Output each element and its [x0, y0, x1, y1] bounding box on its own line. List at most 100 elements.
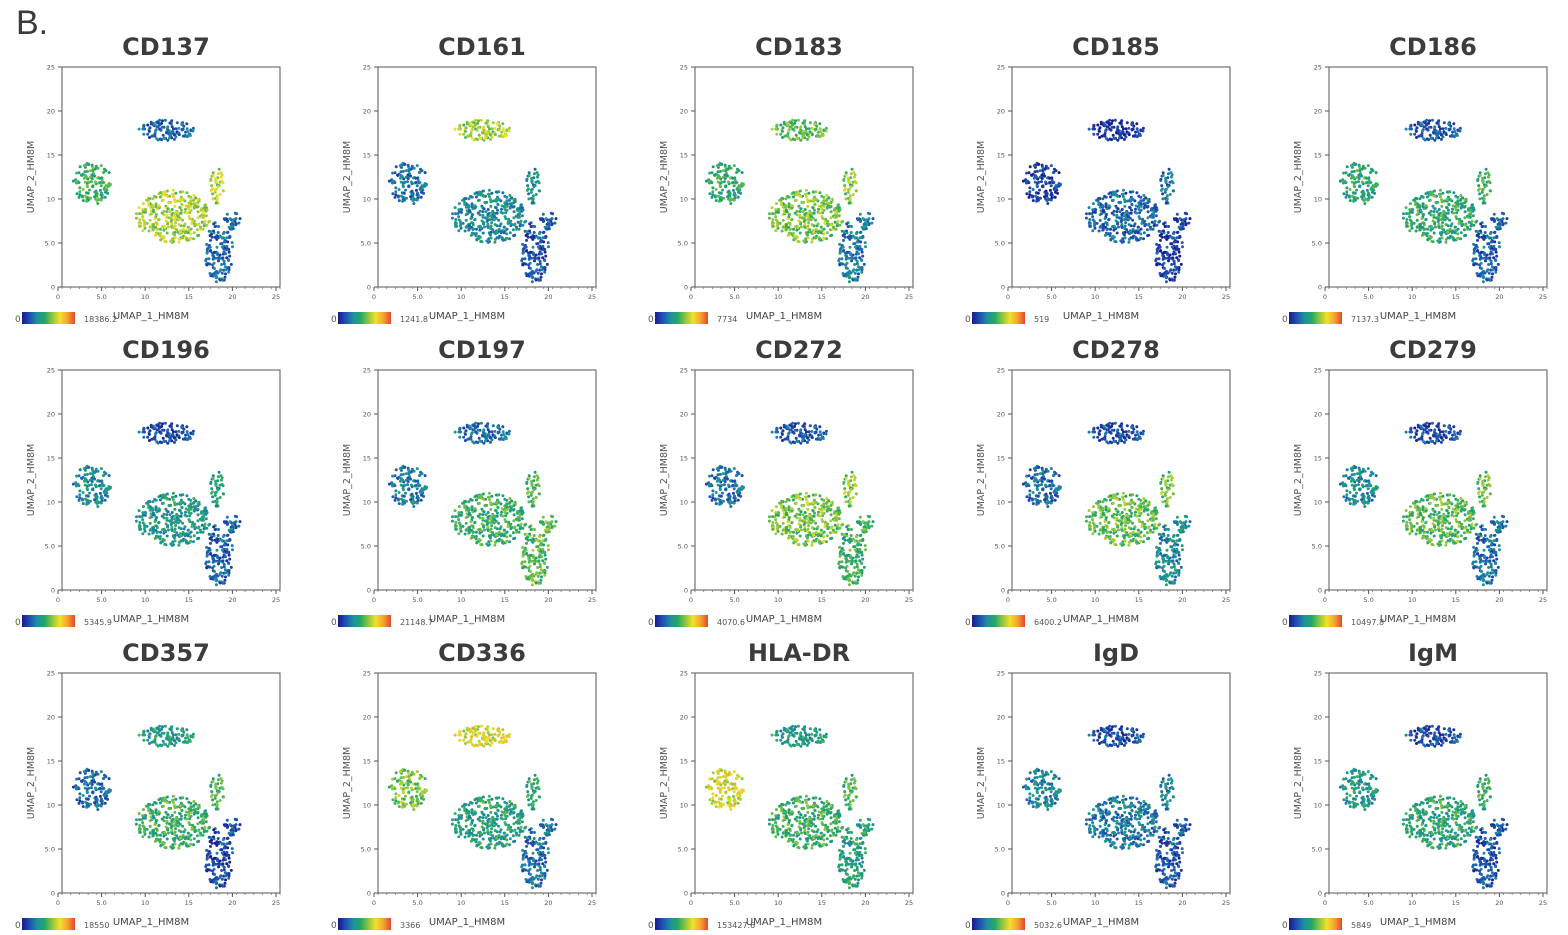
- data-point: [1479, 222, 1483, 226]
- data-point: [1478, 171, 1482, 175]
- data-point: [153, 520, 157, 524]
- data-point: [818, 211, 822, 215]
- data-point: [205, 511, 209, 515]
- data-point: [1028, 190, 1032, 194]
- data-point: [107, 474, 111, 478]
- data-point: [147, 201, 151, 204]
- data-point: [186, 225, 190, 229]
- data-point: [474, 118, 478, 122]
- data-point: [230, 222, 234, 226]
- data-point: [141, 430, 145, 434]
- data-point: [493, 133, 497, 137]
- data-point: [794, 190, 798, 194]
- data-point: [137, 127, 141, 131]
- data-point: [215, 197, 219, 201]
- data-point: [1480, 267, 1483, 270]
- data-point: [848, 194, 852, 198]
- data-point: [226, 522, 230, 526]
- data-point: [525, 249, 529, 252]
- data-point: [846, 225, 850, 229]
- data-point: [451, 212, 454, 216]
- data-point: [824, 126, 828, 130]
- data-point: [1425, 234, 1429, 238]
- data-point: [1443, 218, 1447, 222]
- data-point: [173, 517, 177, 521]
- data-point: [795, 136, 799, 140]
- data-point: [1405, 218, 1409, 221]
- data-point: [817, 207, 820, 211]
- data-point: [170, 192, 174, 196]
- data-point: [218, 193, 222, 196]
- data-point: [484, 121, 488, 125]
- data-point: [1440, 198, 1443, 202]
- data-point: [1141, 129, 1145, 133]
- data-point: [523, 262, 526, 266]
- data-point: [202, 515, 205, 518]
- data-point: [1108, 234, 1112, 238]
- data-point: [1493, 219, 1497, 223]
- data-point: [1139, 227, 1143, 231]
- data-point: [1419, 134, 1423, 138]
- data-point: [95, 191, 99, 195]
- data-point: [1483, 234, 1487, 238]
- data-point: [1123, 204, 1127, 208]
- data-point: [216, 534, 220, 537]
- data-point: [228, 530, 232, 534]
- data-point: [1352, 199, 1356, 203]
- data-point: [146, 426, 150, 430]
- data-point: [209, 552, 213, 555]
- data-point: [216, 172, 220, 176]
- data-point: [187, 436, 190, 440]
- y-tick-label: 5.0: [1312, 240, 1322, 248]
- data-point: [814, 227, 818, 231]
- data-point: [839, 247, 843, 251]
- data-point: [708, 192, 712, 196]
- data-point: [80, 173, 83, 177]
- data-point: [1127, 215, 1130, 218]
- data-point: [838, 223, 842, 227]
- data-point: [1166, 231, 1170, 234]
- data-point: [204, 506, 207, 510]
- data-point: [71, 482, 75, 486]
- data-point: [216, 185, 220, 189]
- x-tick-label: 10: [774, 293, 782, 301]
- data-point: [228, 537, 232, 541]
- data-point: [838, 208, 842, 212]
- data-point: [102, 473, 106, 477]
- data-point: [1124, 221, 1128, 225]
- data-point: [850, 257, 854, 261]
- data-point: [183, 230, 187, 234]
- data-point: [1468, 215, 1472, 219]
- data-point: [490, 191, 494, 195]
- data-point: [720, 180, 724, 184]
- data-point: [221, 181, 225, 185]
- data-point: [186, 528, 190, 532]
- data-point: [1430, 118, 1434, 122]
- x-tick-label: 0: [1323, 293, 1327, 301]
- data-point: [1456, 195, 1460, 199]
- data-point: [157, 217, 161, 221]
- data-point: [779, 123, 783, 127]
- data-point: [196, 210, 200, 214]
- data-point: [419, 167, 422, 171]
- data-point: [212, 229, 215, 233]
- data-point: [416, 196, 420, 200]
- data-point: [149, 122, 153, 126]
- data-point: [723, 180, 726, 184]
- y-tick-label: 15: [680, 152, 688, 160]
- data-point: [1478, 192, 1482, 196]
- data-point: [221, 581, 225, 585]
- data-point: [151, 500, 155, 504]
- data-point: [168, 210, 172, 214]
- data-point: [526, 235, 530, 239]
- data-point: [508, 231, 512, 235]
- data-point: [1495, 234, 1499, 238]
- x-tick-label: 5.0: [96, 596, 106, 604]
- data-point: [820, 206, 824, 210]
- data-point: [525, 177, 529, 181]
- data-point: [486, 125, 490, 129]
- data-point: [151, 531, 155, 535]
- data-point: [861, 234, 865, 238]
- data-point: [843, 184, 847, 188]
- data-point: [541, 244, 545, 248]
